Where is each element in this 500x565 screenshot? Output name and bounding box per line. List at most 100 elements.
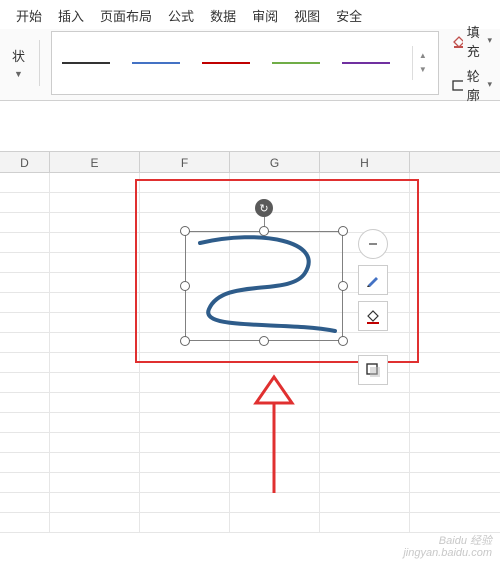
tool-pen[interactable] [358, 265, 388, 295]
cell[interactable] [50, 293, 140, 312]
cell[interactable] [50, 473, 140, 492]
cell[interactable] [320, 193, 410, 212]
cell[interactable] [0, 173, 50, 192]
cell[interactable] [50, 313, 140, 332]
cell[interactable] [140, 393, 230, 412]
cell[interactable] [140, 373, 230, 392]
cell[interactable] [320, 393, 410, 412]
cell[interactable] [0, 413, 50, 432]
outline-button[interactable]: 轮廓▾ [451, 66, 492, 104]
cell[interactable] [50, 253, 140, 272]
line-sample-3[interactable] [202, 62, 250, 64]
cell[interactable] [0, 453, 50, 472]
cell[interactable] [50, 453, 140, 472]
cell[interactable] [0, 193, 50, 212]
cell[interactable] [50, 393, 140, 412]
menu-review[interactable]: 审阅 [252, 6, 278, 25]
cell[interactable] [50, 493, 140, 512]
gallery-more[interactable]: ▲ ▼ [412, 46, 428, 80]
cell[interactable] [140, 193, 230, 212]
menu-view[interactable]: 视图 [294, 6, 320, 25]
tool-minus[interactable] [358, 229, 388, 259]
handle-top-left[interactable] [180, 226, 190, 236]
cell[interactable] [230, 473, 320, 492]
handle-bot-mid[interactable] [259, 336, 269, 346]
cell[interactable] [50, 173, 140, 192]
col-header-e[interactable]: E [50, 152, 140, 172]
col-header-d[interactable]: D [0, 152, 50, 172]
cell[interactable] [50, 233, 140, 252]
col-header-f[interactable]: F [140, 152, 230, 172]
cell[interactable] [230, 453, 320, 472]
line-sample-4[interactable] [272, 62, 320, 64]
cell[interactable] [0, 393, 50, 412]
cell[interactable] [320, 473, 410, 492]
fill-button[interactable]: 填充▾ [451, 22, 492, 60]
col-header-g[interactable]: G [230, 152, 320, 172]
cell[interactable] [0, 353, 50, 372]
cell[interactable] [0, 473, 50, 492]
cell[interactable] [0, 313, 50, 332]
cell[interactable] [50, 513, 140, 532]
menu-insert[interactable]: 插入 [58, 6, 84, 25]
rotate-handle[interactable]: ↻ [255, 199, 273, 217]
shape-dropdown-label[interactable]: 状▼ [12, 46, 31, 80]
cell[interactable] [230, 193, 320, 212]
cell[interactable] [0, 373, 50, 392]
cell[interactable] [140, 453, 230, 472]
cell[interactable] [0, 233, 50, 252]
cell[interactable] [230, 393, 320, 412]
cell[interactable] [0, 213, 50, 232]
cell[interactable] [140, 173, 230, 192]
col-header-h[interactable]: H [320, 152, 410, 172]
cell[interactable] [230, 413, 320, 432]
cell[interactable] [320, 453, 410, 472]
handle-top-right[interactable] [338, 226, 348, 236]
cell[interactable] [0, 433, 50, 452]
cell[interactable] [140, 413, 230, 432]
cell[interactable] [230, 213, 320, 232]
line-sample-1[interactable] [62, 62, 110, 64]
cell[interactable] [230, 433, 320, 452]
cell[interactable] [140, 353, 230, 372]
menu-layout[interactable]: 页面布局 [100, 6, 152, 25]
handle-bot-right[interactable] [338, 336, 348, 346]
menu-start[interactable]: 开始 [16, 6, 42, 25]
cell[interactable] [230, 513, 320, 532]
handle-bot-left[interactable] [180, 336, 190, 346]
cell[interactable] [230, 353, 320, 372]
cell[interactable] [230, 173, 320, 192]
cell[interactable] [0, 273, 50, 292]
cell[interactable] [320, 493, 410, 512]
cell[interactable] [0, 493, 50, 512]
cell[interactable] [140, 513, 230, 532]
cell[interactable] [0, 293, 50, 312]
line-style-gallery[interactable]: ▲ ▼ [51, 31, 439, 95]
cell[interactable] [140, 433, 230, 452]
handle-mid-left[interactable] [180, 281, 190, 291]
line-sample-5[interactable] [342, 62, 390, 64]
cell[interactable] [50, 413, 140, 432]
cell[interactable] [320, 513, 410, 532]
cell[interactable] [50, 433, 140, 452]
cell[interactable] [0, 333, 50, 352]
cell[interactable] [50, 193, 140, 212]
cell[interactable] [230, 493, 320, 512]
cell[interactable] [140, 473, 230, 492]
cell[interactable] [230, 373, 320, 392]
tool-bucket[interactable] [358, 301, 388, 331]
cell[interactable] [320, 173, 410, 192]
cell[interactable] [320, 413, 410, 432]
cell[interactable] [0, 513, 50, 532]
cell[interactable] [320, 433, 410, 452]
tool-shadow[interactable] [358, 355, 388, 385]
cell[interactable] [50, 373, 140, 392]
freeform-shape[interactable]: ↻ [185, 231, 343, 341]
menu-data[interactable]: 数据 [210, 6, 236, 25]
line-sample-2[interactable] [132, 62, 180, 64]
handle-mid-right[interactable] [338, 281, 348, 291]
cell[interactable] [50, 333, 140, 352]
cell[interactable] [50, 213, 140, 232]
cell[interactable] [50, 353, 140, 372]
grid[interactable] [0, 173, 500, 533]
